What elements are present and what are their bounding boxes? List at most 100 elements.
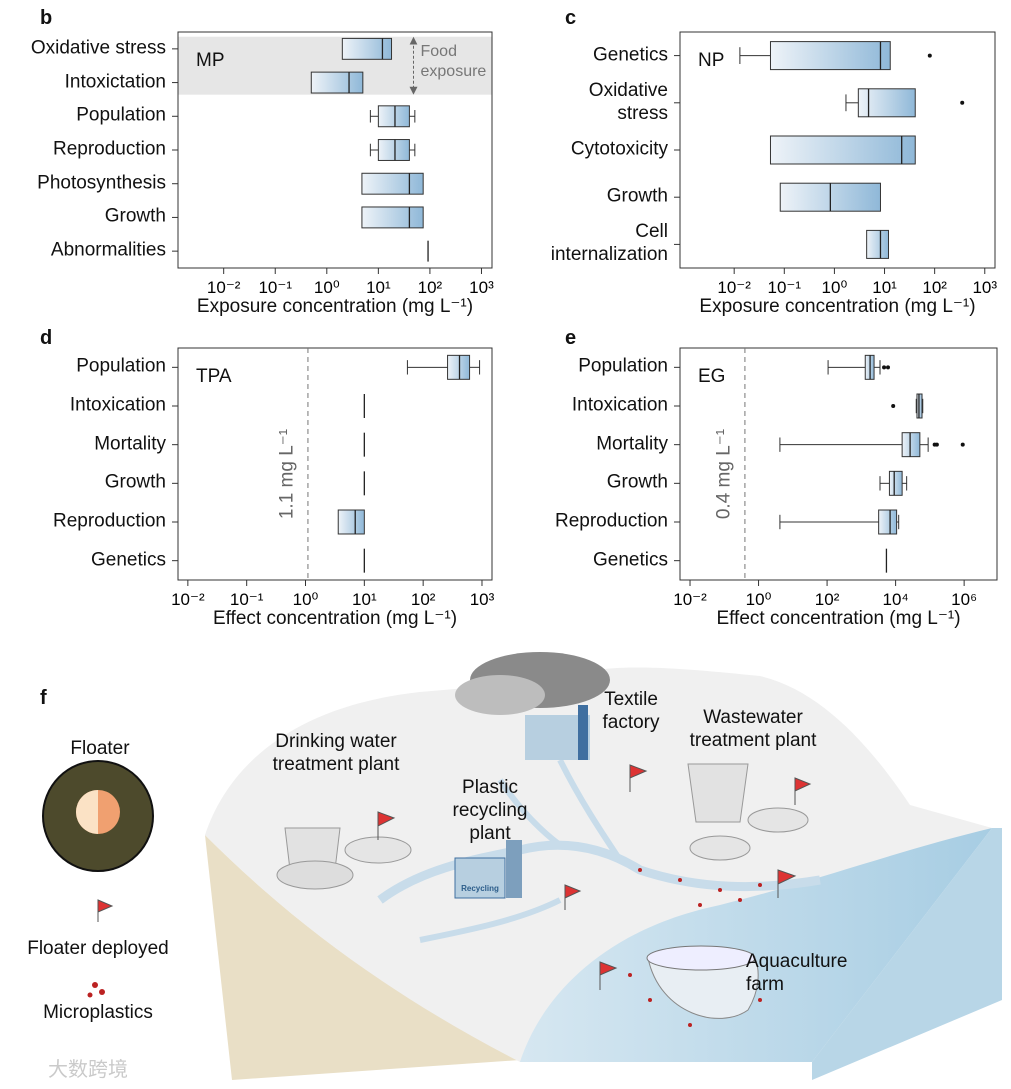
box (377, 139, 410, 161)
outlier (886, 365, 891, 370)
panel-label: NP (698, 50, 725, 71)
y-tick-label: Abnormalities (50, 239, 166, 261)
y-tick-label: Oxidative stress (30, 37, 166, 59)
highlight-label: Food exposure (420, 42, 487, 80)
sign-label: Recycling (461, 884, 499, 893)
box (888, 470, 903, 496)
y-tick-label: Growth (104, 471, 166, 493)
y-tick-label: Intoxication (69, 394, 166, 416)
x-tick-label: 10⁻² (717, 278, 751, 297)
y-tick-label: Genetics (593, 549, 668, 571)
x-tick-label: 10⁰ (746, 590, 772, 609)
box (878, 509, 898, 535)
y-tick-label: Genetics (593, 44, 668, 66)
box (857, 88, 916, 118)
reference-label: 0.4 mg L⁻¹ (713, 428, 735, 520)
box (866, 229, 890, 259)
dish (689, 835, 751, 861)
x-axis-label: Effect concentration (mg L⁻¹) (716, 608, 961, 629)
y-tick-label: Intoxictation (64, 71, 166, 93)
site-label: Drinking water treatment plant (272, 731, 400, 775)
plot-frame (679, 347, 998, 581)
y-tick-label: Intoxication (571, 394, 668, 416)
y-tick-label: Growth (104, 206, 166, 228)
y-tick-label: Mortality (596, 433, 668, 455)
box (361, 206, 424, 229)
box (310, 71, 364, 94)
river (377, 840, 821, 904)
x-tick-label: 10⁻² (207, 278, 241, 297)
smoke (455, 675, 545, 715)
y-tick-label: Cell internalization (550, 221, 668, 266)
panel-label: MP (196, 50, 225, 71)
x-tick-label: 10¹ (352, 590, 377, 609)
sea-top (520, 828, 992, 1062)
y-tick-label: Population (76, 355, 166, 377)
floater-ball-half (76, 790, 98, 834)
y-tick-label: Photosynthesis (37, 172, 166, 194)
box (341, 37, 393, 60)
x-tick-label: 10⁰ (822, 278, 848, 297)
tank (506, 840, 522, 898)
x-tick-label: 10⁴ (882, 590, 908, 609)
panel-letter: c (565, 7, 577, 29)
box (377, 105, 410, 128)
dish (747, 807, 809, 833)
site-label: Textile factory (602, 689, 660, 733)
x-tick-label: 10² (418, 278, 443, 297)
outlier (891, 404, 896, 408)
net-cage (647, 957, 759, 1019)
reference-label: 1.1 mg L⁻¹ (276, 428, 298, 520)
x-tick-label: 10¹ (872, 278, 897, 297)
panel-letter: f (40, 687, 47, 709)
y-tick-label: Population (578, 355, 668, 377)
panel-letter: d (40, 327, 53, 349)
box (769, 135, 916, 165)
x-tick-label: 10⁻¹ (230, 590, 264, 609)
x-axis-label: Effect concentration (mg L⁻¹) (212, 608, 458, 629)
box (901, 432, 921, 458)
y-tick-label: Oxidative stress (588, 80, 668, 124)
outlier (960, 100, 965, 105)
outlier (960, 442, 965, 447)
legend-label: Floater deployed (27, 938, 169, 959)
y-tick-label: Mortality (94, 433, 166, 455)
x-tick-label: 10¹ (366, 278, 391, 297)
x-tick-label: 10² (922, 278, 947, 297)
panel-label: TPA (196, 366, 232, 387)
x-tick-label: 10³ (972, 278, 997, 297)
box (337, 509, 365, 535)
y-tick-label: Genetics (91, 549, 166, 571)
recycling-plant (454, 857, 506, 899)
x-tick-label: 10⁻² (171, 590, 205, 609)
y-tick-label: Growth (606, 185, 668, 207)
landscape (42, 652, 1002, 1080)
y-tick-label: Population (76, 104, 166, 126)
box (447, 354, 471, 380)
x-tick-label: 10² (411, 590, 436, 609)
site-label: Plastic recycling plant (452, 777, 528, 844)
y-tick-label: Reproduction (52, 510, 166, 532)
filter (276, 860, 354, 890)
y-tick-label: Growth (606, 471, 668, 493)
x-tick-label: 10³ (469, 278, 494, 297)
y-tick-label: Cytotoxicity (570, 138, 668, 160)
panel-letter: b (40, 7, 53, 29)
site-label: Aquaculture farm (746, 951, 848, 995)
microplastics (87, 868, 762, 1027)
land-front (205, 835, 520, 1080)
x-tick-label: 10⁻² (673, 590, 707, 609)
net-cage-top (646, 945, 756, 971)
site-label: Wastewater treatment plant (689, 707, 817, 751)
x-axis-label: Exposure concentration (mg L⁻¹) (196, 296, 474, 317)
panel-letter: e (565, 327, 577, 349)
x-tick-label: 10⁻¹ (768, 278, 802, 297)
floater-label: Floater (70, 738, 130, 759)
x-tick-label: 10⁶ (951, 590, 977, 609)
flag-icon (97, 764, 812, 990)
panel-label: EG (698, 366, 726, 387)
outlier (882, 365, 887, 370)
x-axis-label: Exposure concentration (mg L⁻¹) (699, 296, 976, 317)
outlier (934, 442, 939, 447)
